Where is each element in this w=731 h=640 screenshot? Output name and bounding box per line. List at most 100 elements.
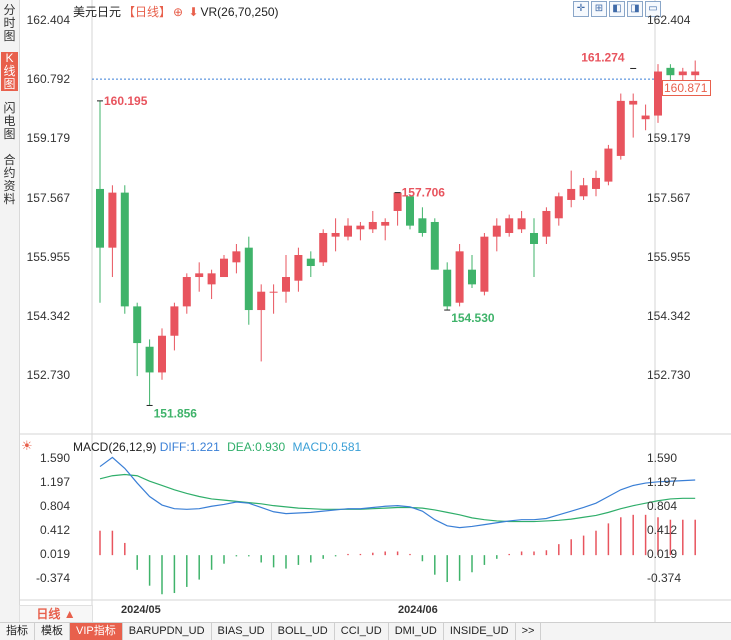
candle-body	[344, 225, 352, 237]
settings-icon[interactable]: ☀	[21, 438, 33, 453]
candle-body	[406, 196, 414, 226]
tab-cci[interactable]: CCI_UD	[335, 623, 389, 640]
date-label-may: 2024/05	[121, 604, 161, 616]
tab-more[interactable]: >>	[516, 623, 542, 640]
candle-body	[418, 218, 427, 233]
annotation-high-161: 161.274	[581, 50, 625, 64]
macd-axis-label-right: 0.019	[647, 546, 678, 561]
tab-boll[interactable]: BOLL_UD	[272, 623, 335, 640]
macd-axis-label-left: 0.412	[39, 522, 70, 537]
current-price-tag: 160.871	[662, 80, 711, 96]
candle-body	[691, 71, 700, 76]
candle-body	[133, 306, 142, 344]
tab-dmi[interactable]: DMI_UD	[389, 623, 444, 640]
candle-body	[356, 225, 365, 230]
price-axis-label-right: 152.730	[647, 368, 691, 382]
chart-toolbar: ✛ ⊞ ◧ ◨ ▭	[573, 1, 661, 17]
candle-body	[393, 192, 402, 211]
price-axis-label-right: 162.404	[647, 13, 691, 27]
candle-body	[468, 269, 476, 285]
macd-macd-value: MACD:0.581	[292, 440, 362, 454]
move-right-icon[interactable]: ◨	[627, 1, 643, 17]
tab-inside[interactable]: INSIDE_UD	[444, 623, 516, 640]
candle-body	[120, 192, 129, 307]
arrow-down-icon: ⬇	[188, 5, 199, 19]
candle-body	[517, 218, 526, 230]
candle-body	[455, 251, 464, 303]
price-axis-label-left: 162.404	[26, 13, 70, 27]
candle-body	[368, 221, 377, 230]
candle-body	[579, 185, 588, 197]
tab-barupdn[interactable]: BARUPDN_UD	[123, 623, 212, 640]
price-axis-label-right: 159.179	[647, 131, 691, 146]
indicator-tab-bar: 指标 模板 VIP指标 BARUPDN_UD BIAS_UD BOLL_UD C…	[0, 622, 731, 640]
tab-kline[interactable]: K线图	[1, 52, 18, 91]
period-label: 【日线】	[123, 5, 172, 19]
candle-body	[430, 221, 439, 270]
zoom-in-icon[interactable]: ⊞	[591, 1, 607, 17]
zoom-in-icon[interactable]: ⊕	[173, 5, 184, 19]
candle-body	[269, 291, 278, 293]
diff-line	[99, 456, 696, 529]
tab-lightning[interactable]: 闪电图	[3, 101, 16, 141]
tab-bias[interactable]: BIAS_UD	[212, 623, 272, 640]
candle-body	[592, 177, 600, 189]
macd-axis-label-right: 1.590	[647, 451, 678, 465]
date-label-june: 2024/06	[398, 604, 438, 616]
move-left-icon[interactable]: ◧	[609, 1, 625, 17]
crosshair-icon[interactable]: ✛	[573, 1, 589, 17]
candle-body	[505, 218, 514, 233]
candle-body	[381, 221, 390, 226]
macd-dea-value: DEA:0.930	[227, 440, 286, 454]
candle-body	[629, 100, 638, 105]
candle-body	[207, 273, 216, 285]
tab-contract-info[interactable]: 合约资料	[3, 153, 16, 206]
candle-body	[294, 255, 303, 281]
chart-header: 美元日元 【日线】 ⊕ ⬇ VR(26,70,250)	[73, 3, 281, 20]
fullscreen-icon[interactable]: ▭	[645, 1, 661, 17]
candle-body	[492, 225, 501, 237]
candle-body	[616, 100, 625, 156]
macd-axis-label-left: 0.019	[39, 546, 70, 561]
candle-body	[306, 258, 315, 267]
tab-indicators[interactable]: 指标	[0, 623, 35, 640]
macd-axis-label-right: -0.374	[647, 571, 682, 585]
candle-body	[158, 335, 166, 373]
tab-templates[interactable]: 模板	[35, 623, 70, 640]
candle-body	[604, 148, 613, 182]
candle-body	[282, 277, 290, 292]
candle-body	[182, 277, 191, 307]
macd-legend: ☀ MACD(26,12,9) DIFF:1.221 DEA:0.930 MAC…	[21, 438, 362, 454]
candle-body	[530, 232, 538, 244]
candle-body	[443, 269, 452, 307]
macd-axis-label-right: 0.412	[647, 522, 678, 537]
candle-body	[220, 258, 228, 278]
macd-diff-value: DIFF:1.221	[159, 440, 220, 454]
price-axis-label-left: 154.342	[26, 308, 70, 323]
annotation-low-154: 154.530	[451, 311, 495, 325]
candle-body	[257, 291, 266, 311]
candle-body	[567, 188, 576, 200]
candle-body	[666, 67, 675, 76]
macd-axis-label-left: -0.374	[35, 571, 70, 585]
candle-body	[480, 236, 489, 292]
price-axis-label-right: 154.342	[647, 308, 691, 323]
candle-body	[542, 210, 551, 237]
price-axis-label-left: 159.179	[26, 131, 70, 146]
tab-timeshare[interactable]: 分时图	[3, 3, 16, 43]
candle-body	[678, 71, 687, 76]
left-tab-bar: 分时图 K线图 闪电图 合约资料	[0, 0, 20, 622]
vr-indicator-label: VR(26,70,250)	[200, 5, 279, 19]
candle-body	[331, 232, 340, 237]
kline-chart[interactable]: 160.195 151.856 157.706 154.530 161.274	[0, 0, 731, 622]
macd-axis-label-left: 0.804	[39, 499, 70, 514]
price-axis-label-right: 155.955	[647, 249, 691, 264]
macd-axis-label-right: 1.197	[647, 475, 678, 489]
macd-axis-label-left: 1.197	[39, 475, 70, 489]
tab-vip-indicators[interactable]: VIP指标	[70, 623, 123, 640]
macd-axis-label-right: 0.804	[647, 499, 678, 514]
macd-axis-label-left: 1.590	[39, 451, 70, 465]
symbol-name: 美元日元	[73, 5, 122, 19]
candle-body	[195, 273, 204, 278]
annotation-low-151: 151.856	[154, 406, 198, 420]
